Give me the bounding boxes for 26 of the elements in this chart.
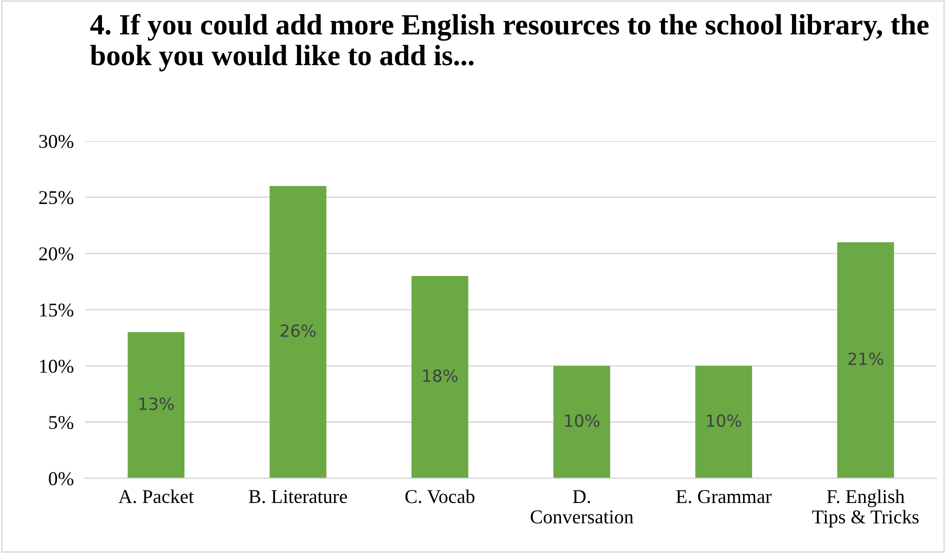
- x-tick-label: F. English Tips & Tricks: [812, 489, 919, 528]
- data-label: 13%: [139, 397, 174, 410]
- bar: [695, 366, 752, 478]
- chart-title: 4. If you could add more English resources to the school library, the book you would like to add is...: [90, 14, 929, 72]
- bar: [553, 366, 610, 478]
- data-label: 18%: [423, 369, 458, 382]
- data-label: 21%: [848, 352, 884, 366]
- y-tick-label: 25%: [39, 191, 74, 204]
- y-tick-label: 20%: [39, 247, 74, 260]
- bar: [412, 276, 468, 478]
- bar: [837, 242, 894, 478]
- y-tick-label: 15%: [40, 303, 74, 317]
- x-tick-label: D. Conversation: [530, 490, 634, 524]
- y-tick-label: 5%: [49, 416, 74, 430]
- x-tick-label: A. Packet: [118, 489, 194, 504]
- bar: [128, 332, 184, 478]
- x-tick-label: B. Literature: [248, 490, 347, 504]
- y-tick-label: 30%: [39, 134, 74, 148]
- x-tick-label: E. Grammar: [676, 490, 772, 504]
- data-label: 10%: [565, 414, 600, 427]
- data-label: 10%: [707, 414, 742, 427]
- x-tick-label: C. Vocab: [405, 489, 474, 504]
- y-tick-label: 10%: [40, 360, 74, 373]
- data-label: 26%: [280, 324, 316, 338]
- bar: [270, 186, 326, 478]
- y-tick-label: 0%: [48, 472, 74, 486]
